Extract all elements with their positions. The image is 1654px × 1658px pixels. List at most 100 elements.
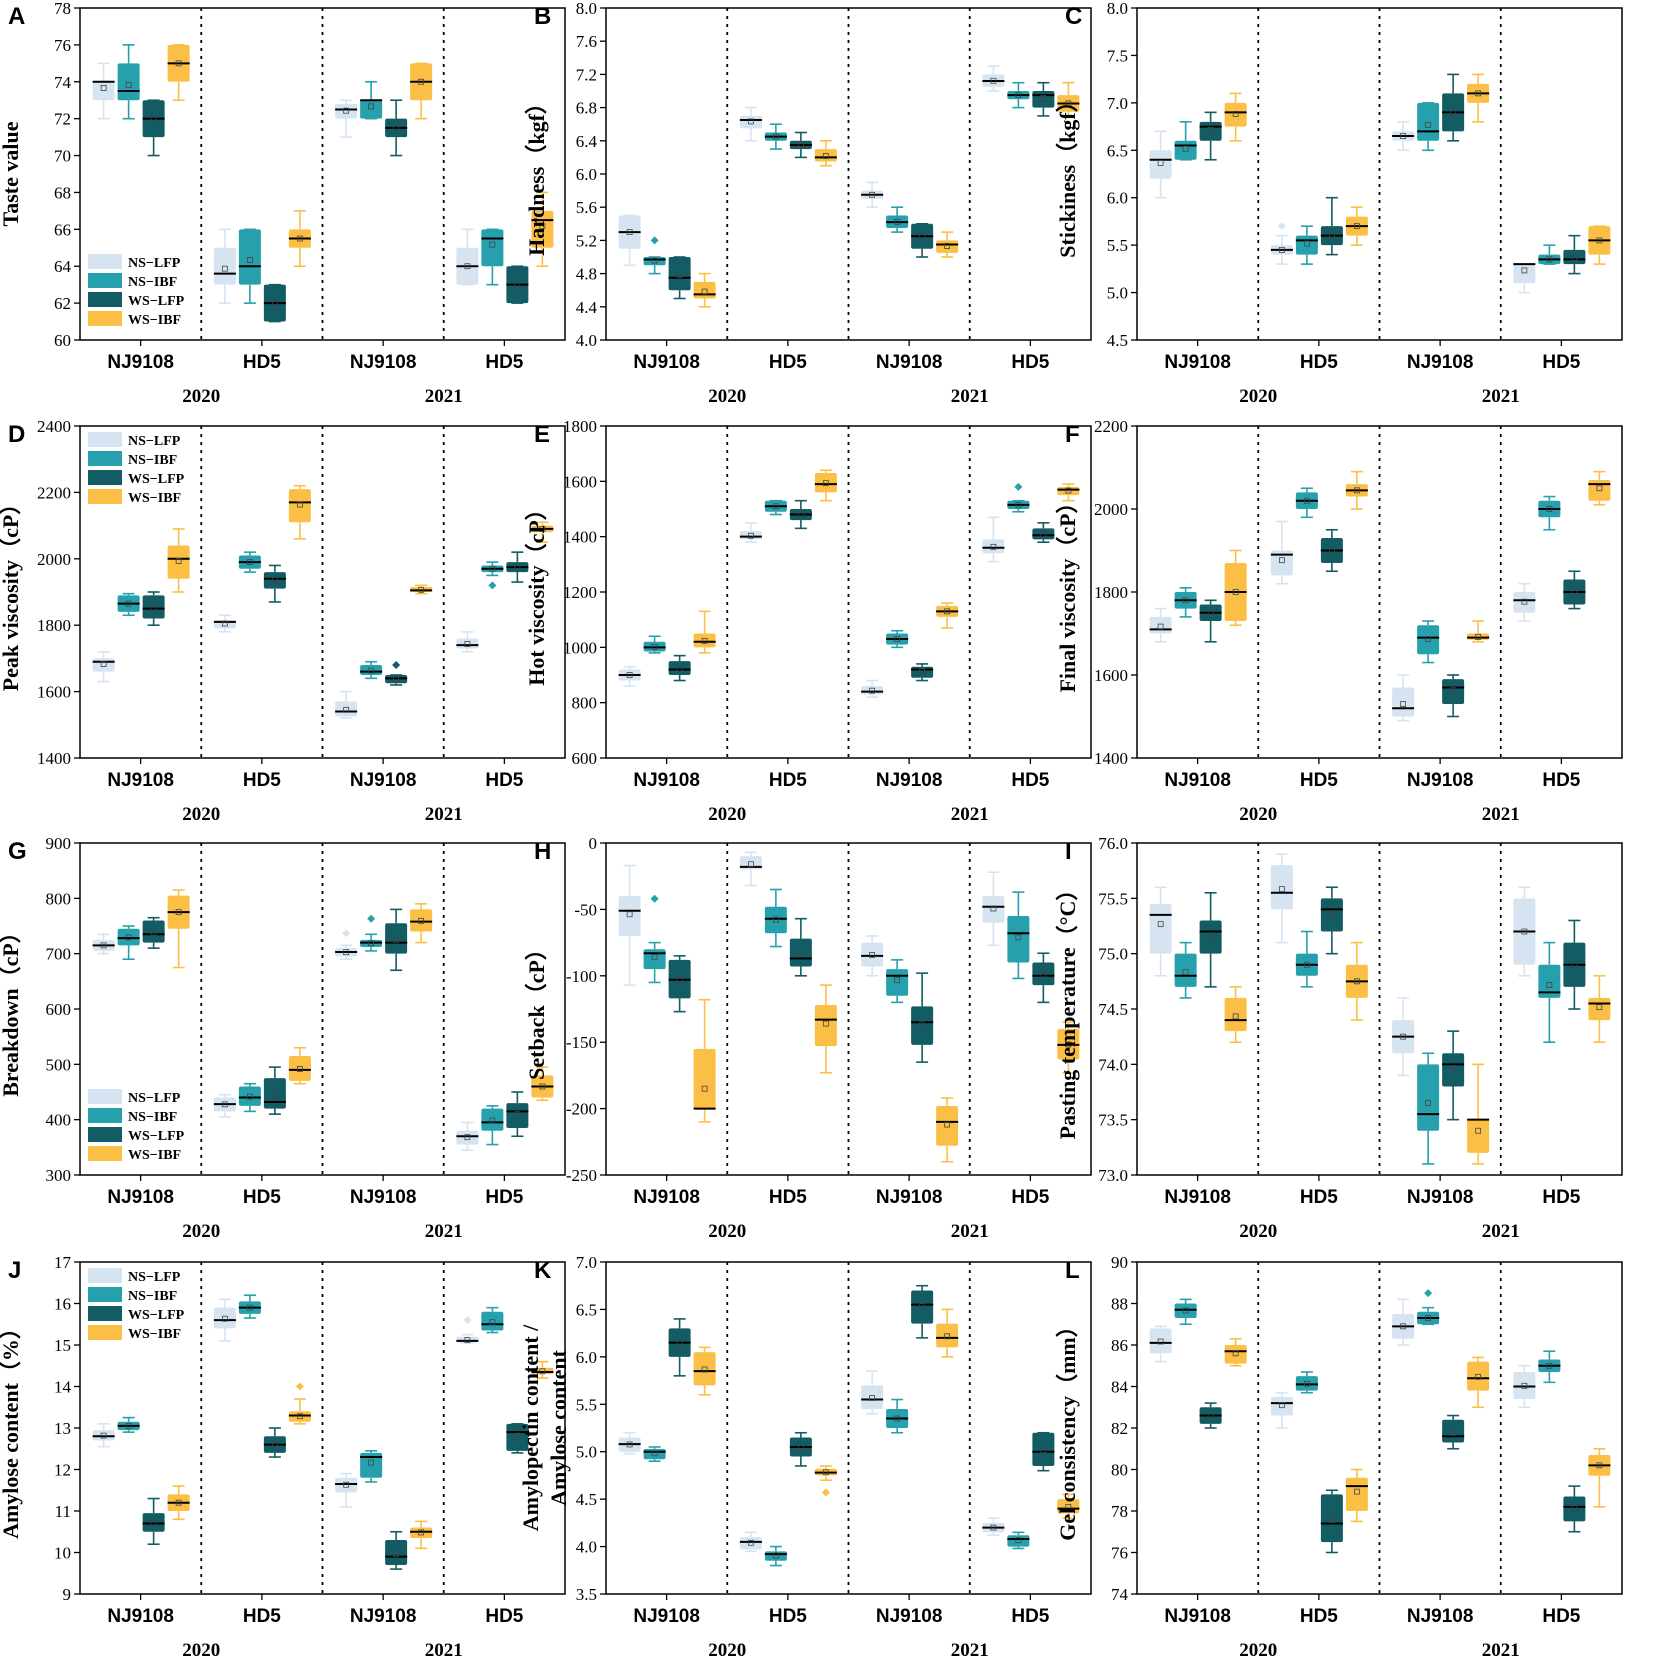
box-body: [238, 1086, 261, 1106]
y-tick-label: 9: [63, 1585, 72, 1604]
box-body: [288, 489, 311, 523]
box-body: [92, 658, 115, 672]
y-tick-label: 74: [1111, 1585, 1129, 1604]
box-ws-lfp: [668, 654, 691, 682]
year-label: 2021: [425, 804, 463, 825]
mean-marker: [539, 526, 546, 532]
box-ns-lfp: [1513, 1364, 1536, 1409]
y-tick-label: 800: [46, 889, 72, 908]
box-body: [936, 1323, 959, 1348]
box-body: [1199, 121, 1222, 141]
mean-marker: [393, 124, 400, 131]
box-ns-lfp: [1392, 997, 1415, 1077]
mean-marker: [1040, 95, 1047, 101]
box-ws-lfp: [142, 1497, 165, 1545]
legend-label: WS−LFP: [128, 294, 185, 309]
mean-marker: [990, 543, 997, 550]
mean-marker: [894, 1415, 901, 1422]
y-tick-label: 1800: [563, 417, 597, 436]
box-ws-lfp: [506, 265, 529, 304]
box-ns-lfp: [1270, 1391, 1293, 1429]
mean-marker: [1425, 636, 1432, 642]
box-ws-lfp: [668, 1318, 691, 1377]
y-tick-label: 75.0: [1098, 945, 1128, 964]
box-ns-lfp: [335, 1472, 358, 1508]
mean-marker: [869, 952, 876, 958]
box-ws-lfp: [385, 908, 408, 972]
y-axis-label: Peak viscosity（cP）: [0, 493, 23, 692]
legend-label: NS−LFP: [128, 256, 181, 271]
mean-marker: [772, 916, 779, 923]
box-ws-lfp: [789, 131, 812, 159]
box-ws-ibf: [288, 210, 311, 268]
year-label: 2021: [951, 804, 989, 825]
box-ns-ibf: [117, 592, 140, 617]
mean-marker: [1040, 531, 1047, 538]
panel-label: H: [534, 838, 551, 865]
panel-G: G 300 400 500 600 700 800 900 Breakdown（cP） NJ910…: [0, 834, 566, 1242]
panel-label: A: [8, 3, 25, 30]
mean-marker: [919, 1303, 926, 1310]
box-ws-lfp: [263, 283, 286, 323]
box-body: [739, 115, 762, 129]
x-category-label: HD5: [1542, 352, 1580, 373]
year-label: 2020: [182, 1640, 220, 1658]
box-ns-lfp: [982, 516, 1005, 563]
box-ns-ibf: [1295, 225, 1318, 265]
panel-A: A 60 62 64 66 68 70 72 74 76 78 Taste value NJ9108 HD…: [0, 0, 566, 407]
mean-marker: [514, 564, 521, 570]
box-ws-lfp: [1032, 1431, 1055, 1472]
y-tick-label: 84: [1111, 1378, 1129, 1397]
y-axis-label: Amylopectin content / Amylose content: [518, 1324, 571, 1531]
mean-marker: [1521, 928, 1528, 935]
box-ws-ibf: [531, 521, 554, 544]
box-ns-lfp: [213, 228, 236, 304]
box-ns-ibf: [886, 206, 909, 233]
y-tick-label: 75.5: [1098, 889, 1128, 908]
mean-marker: [990, 905, 997, 912]
y-tick-label: 4.5: [1107, 331, 1128, 350]
mean-marker: [1328, 910, 1335, 916]
legend-swatch: [88, 1146, 122, 1161]
box-ns-ibf: [764, 499, 787, 516]
box-ws-lfp: [911, 972, 934, 1063]
box-ws-ibf: [693, 1346, 716, 1396]
box-body: [167, 545, 190, 579]
box-ws-lfp: [1563, 234, 1586, 275]
y-tick-label: -200: [566, 1100, 597, 1119]
mean-marker: [125, 600, 132, 607]
mean-marker: [514, 281, 521, 288]
year-label: 2021: [425, 386, 463, 407]
mean-marker: [919, 1021, 926, 1028]
box-body: [410, 909, 433, 932]
mean-marker: [296, 1066, 303, 1072]
x-category-label: HD5: [1542, 1606, 1580, 1627]
mean-marker: [393, 1550, 400, 1557]
box-ns-lfp: [1513, 582, 1536, 622]
box-body: [1224, 1345, 1247, 1364]
box-body: [1270, 1396, 1293, 1416]
y-tick-label: 60: [54, 331, 71, 350]
panel-label: L: [1065, 1257, 1080, 1284]
mean-marker: [651, 1450, 658, 1457]
x-category-label: NJ9108: [107, 770, 174, 791]
mean-marker: [1065, 100, 1072, 107]
x-category-label: HD5: [1300, 770, 1338, 791]
box-body: [1032, 1432, 1055, 1466]
mean-marker: [175, 60, 182, 67]
box-body: [335, 1477, 358, 1493]
year-label: 2021: [951, 386, 989, 407]
x-category-label: NJ9108: [350, 352, 417, 373]
panel-label: F: [1065, 421, 1080, 448]
x-category-label: NJ9108: [876, 1606, 943, 1627]
box-ns-lfp: [1149, 607, 1172, 643]
box-ns-lfp: [861, 679, 884, 698]
year-label: 2020: [708, 1640, 746, 1658]
legend: NS−LFP NS−IBF WS−LFP WS−IBF: [88, 1268, 185, 1342]
legend-swatch: [88, 1306, 122, 1321]
mean-marker: [944, 1121, 951, 1128]
box-body: [117, 63, 140, 101]
box-ns-lfp: [618, 665, 641, 687]
panel-label: E: [534, 421, 550, 448]
